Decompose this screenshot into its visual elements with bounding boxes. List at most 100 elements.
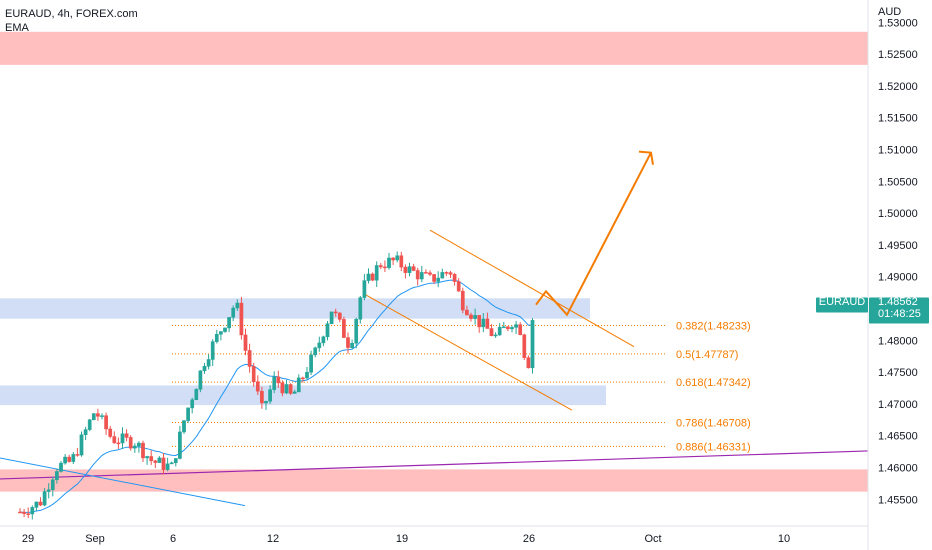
candle-body bbox=[305, 371, 309, 379]
price-tick-label: 1.48000 bbox=[878, 335, 918, 347]
candle-body bbox=[235, 302, 240, 309]
candle-body bbox=[481, 318, 486, 328]
candle-body bbox=[321, 336, 326, 344]
candle-body bbox=[477, 315, 482, 328]
candle-body bbox=[100, 415, 104, 417]
candle-body bbox=[530, 320, 535, 369]
candle-body bbox=[399, 255, 404, 268]
candle-body bbox=[366, 273, 371, 281]
candle-body bbox=[132, 445, 137, 449]
time-tick-label: 29 bbox=[22, 533, 34, 545]
candle-body bbox=[137, 442, 141, 447]
price-tick-label: 1.47000 bbox=[878, 399, 918, 411]
price-tick-label: 1.47500 bbox=[878, 367, 918, 379]
candle-body bbox=[141, 442, 145, 459]
axis-corner bbox=[869, 527, 932, 550]
candle-body bbox=[358, 297, 363, 320]
ema-layer bbox=[19, 279, 533, 513]
symbol-legend[interactable]: EURAUD, 4h, FOREX.com bbox=[5, 8, 138, 20]
candle-body bbox=[247, 350, 252, 367]
candle-body bbox=[112, 436, 117, 444]
candle-body bbox=[292, 391, 297, 394]
candle-body bbox=[108, 428, 113, 437]
time-axis-labels[interactable]: 29 Sep 6 12 19 26 Oct 10 bbox=[22, 533, 790, 545]
candle-body bbox=[210, 341, 215, 360]
candle-body bbox=[510, 327, 514, 330]
candle-body bbox=[22, 511, 26, 514]
candle-body bbox=[391, 257, 395, 261]
time-tick-label: 6 bbox=[170, 533, 176, 545]
price-tick-label: 1.51000 bbox=[878, 144, 918, 156]
candle-body bbox=[165, 463, 170, 470]
candle-body bbox=[346, 337, 350, 348]
candle-body bbox=[219, 331, 223, 335]
candle-body bbox=[309, 354, 313, 373]
candle-body bbox=[145, 456, 149, 459]
candle-body bbox=[153, 460, 158, 463]
candles-layer bbox=[18, 251, 535, 520]
candle-body bbox=[301, 377, 305, 380]
resistance-zone bbox=[0, 31, 868, 65]
candle-body bbox=[120, 433, 125, 444]
candle-body bbox=[469, 314, 473, 319]
indicator-legend[interactable]: EMA bbox=[5, 22, 30, 34]
candle-body bbox=[337, 312, 342, 320]
candle-body bbox=[190, 399, 195, 409]
candle-body bbox=[456, 281, 461, 292]
candle-body bbox=[75, 454, 80, 456]
time-tick-label: 26 bbox=[523, 533, 535, 545]
candle-body bbox=[59, 462, 63, 472]
candle-body bbox=[55, 471, 59, 481]
candle-body bbox=[18, 511, 22, 514]
candle-body bbox=[370, 273, 375, 281]
price-tick-label: 1.45500 bbox=[878, 494, 918, 506]
candle-body bbox=[63, 456, 67, 464]
candle-body bbox=[251, 366, 256, 382]
candle-body bbox=[362, 280, 367, 298]
candle-body bbox=[243, 334, 248, 351]
candle-body bbox=[124, 433, 129, 438]
fib-level-label: 0.382(1.48233) bbox=[676, 320, 751, 332]
candle-body bbox=[116, 442, 121, 445]
candle-body bbox=[26, 513, 31, 515]
price-tick-label: 1.49000 bbox=[878, 272, 918, 284]
candle-body bbox=[387, 257, 391, 268]
candle-body bbox=[403, 266, 408, 273]
time-tick-label: 19 bbox=[396, 533, 408, 545]
candle-body bbox=[206, 359, 211, 367]
candle-body bbox=[501, 326, 506, 329]
candle-body bbox=[87, 419, 92, 430]
candle-body bbox=[489, 328, 494, 337]
candle-body bbox=[79, 434, 84, 456]
candle-body bbox=[83, 429, 88, 435]
candle-body bbox=[354, 318, 359, 344]
price-tag-value: 1.48562 bbox=[878, 296, 918, 308]
candle-body bbox=[448, 272, 453, 275]
candle-body bbox=[255, 381, 260, 392]
candle-body bbox=[325, 323, 330, 338]
purple-trendline bbox=[0, 450, 869, 480]
candle-body bbox=[378, 265, 383, 268]
candle-body bbox=[128, 437, 133, 449]
candle-body bbox=[71, 454, 76, 462]
candle-body bbox=[440, 272, 445, 279]
candle-body bbox=[383, 266, 387, 269]
price-tick-label: 1.50500 bbox=[878, 176, 918, 188]
candle-body bbox=[342, 319, 346, 338]
ema-line bbox=[19, 279, 533, 513]
candle-body bbox=[436, 277, 441, 282]
price-axis-labels: 1.45500 1.46000 1.46500 1.47000 1.47500 1.480… bbox=[878, 17, 918, 506]
price-tick-label: 1.52000 bbox=[878, 81, 918, 93]
candle-body bbox=[485, 318, 490, 329]
candle-body bbox=[34, 501, 39, 508]
candle-body bbox=[231, 307, 236, 318]
candle-body bbox=[272, 376, 277, 390]
candle-body bbox=[202, 366, 207, 372]
candle-body bbox=[194, 389, 199, 401]
price-axis[interactable] bbox=[868, 0, 932, 550]
candle-body bbox=[280, 382, 285, 394]
candle-body bbox=[432, 274, 436, 282]
candle-body bbox=[46, 489, 51, 492]
